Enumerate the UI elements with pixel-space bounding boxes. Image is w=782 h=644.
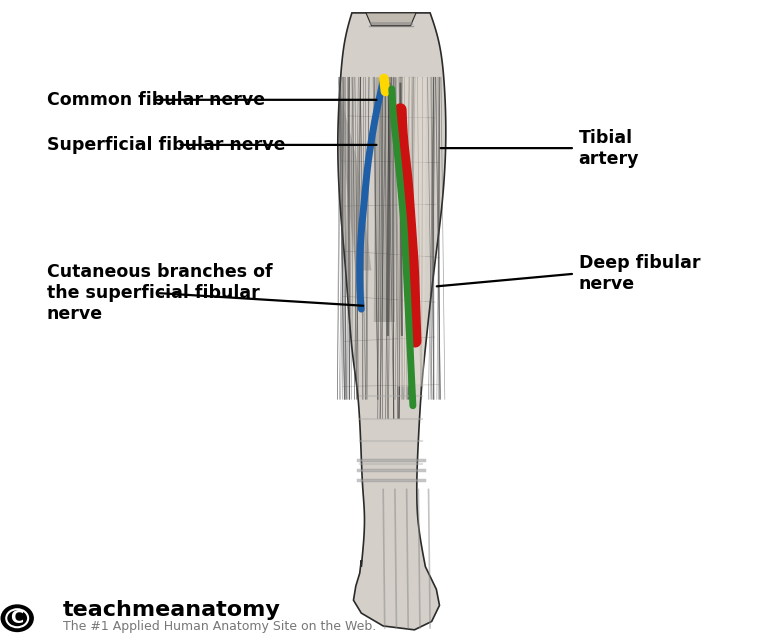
Text: Common fibular nerve: Common fibular nerve <box>47 91 265 109</box>
Text: Superficial fibular nerve: Superficial fibular nerve <box>47 136 285 154</box>
Circle shape <box>2 605 33 631</box>
Polygon shape <box>338 77 371 270</box>
Polygon shape <box>397 77 426 386</box>
Polygon shape <box>366 13 416 26</box>
Text: teachmeanatomy: teachmeanatomy <box>63 600 281 620</box>
Polygon shape <box>374 77 397 322</box>
Text: Cutaneous branches of
the superficial fibular
nerve: Cutaneous branches of the superficial fi… <box>47 263 273 323</box>
Text: Deep fibular
nerve: Deep fibular nerve <box>579 254 700 293</box>
Text: The #1 Applied Human Anatomy Site on the Web.: The #1 Applied Human Anatomy Site on the… <box>63 620 376 633</box>
Text: C: C <box>11 609 23 627</box>
Text: Tibial
artery: Tibial artery <box>579 129 639 167</box>
Polygon shape <box>338 13 446 630</box>
